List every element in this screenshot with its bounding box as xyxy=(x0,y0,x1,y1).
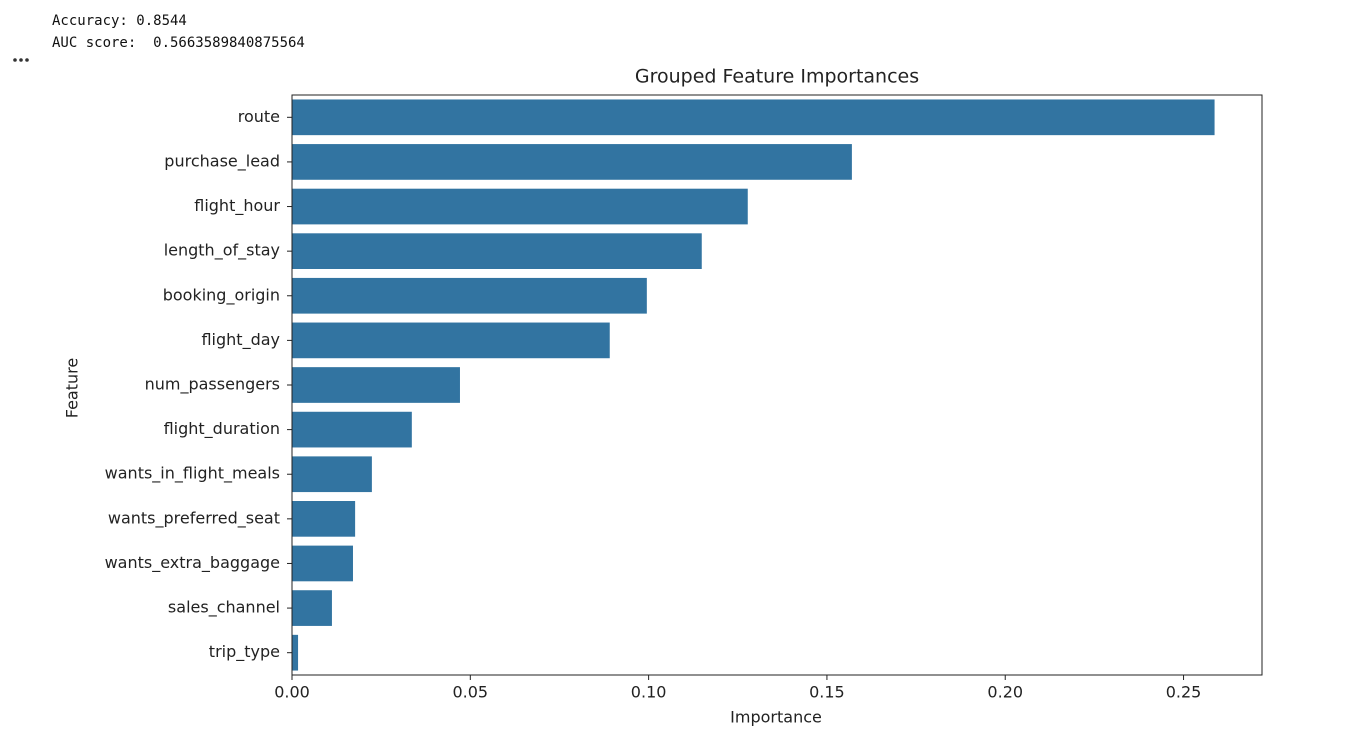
y-axis-label: Feature xyxy=(63,358,82,418)
bar xyxy=(292,277,647,314)
bar xyxy=(292,99,1215,136)
x-tick-label: 0.20 xyxy=(987,683,1023,702)
y-tick-label: purchase_lead xyxy=(164,151,280,171)
y-tick-label: wants_in_flight_meals xyxy=(105,464,280,484)
x-tick-label: 0.15 xyxy=(809,683,845,702)
x-tick-label: 0.05 xyxy=(452,683,488,702)
bar xyxy=(292,233,702,269)
y-tick-label: route xyxy=(238,107,280,126)
bar xyxy=(292,144,852,180)
y-tick-label: wants_extra_baggage xyxy=(105,553,280,573)
chart-title: Grouped Feature Importances xyxy=(635,66,919,88)
x-tick-label: 0.10 xyxy=(631,683,667,702)
output-line: Accuracy: 0.8544 xyxy=(52,13,187,29)
bar xyxy=(292,501,356,537)
bar xyxy=(292,411,412,448)
x-tick-label: 0.00 xyxy=(274,683,310,702)
bar xyxy=(292,188,748,225)
y-tick-label: flight_hour xyxy=(194,196,280,216)
plot-frame xyxy=(291,94,1263,676)
bar xyxy=(292,634,299,671)
y-tick-label: num_passengers xyxy=(145,375,280,395)
bar xyxy=(292,367,460,403)
bar xyxy=(292,456,372,493)
y-tick-label: booking_origin xyxy=(163,285,280,305)
bar xyxy=(292,590,332,626)
y-tick-label: flight_duration xyxy=(164,419,280,439)
x-tick-label: 0.25 xyxy=(1166,683,1202,702)
y-tick-label: sales_channel xyxy=(168,598,280,618)
y-tick-label: wants_preferred_seat xyxy=(108,508,280,528)
output-line: AUC score: 0.5663589840875564 xyxy=(52,35,305,51)
y-tick-label: length_of_stay xyxy=(164,241,280,261)
bar xyxy=(292,322,610,359)
y-tick-label: flight_day xyxy=(201,330,280,350)
bar xyxy=(292,545,353,582)
y-tick-label: trip_type xyxy=(209,642,280,662)
more-icon[interactable] xyxy=(13,58,29,62)
x-axis-label: Importance xyxy=(730,708,822,727)
